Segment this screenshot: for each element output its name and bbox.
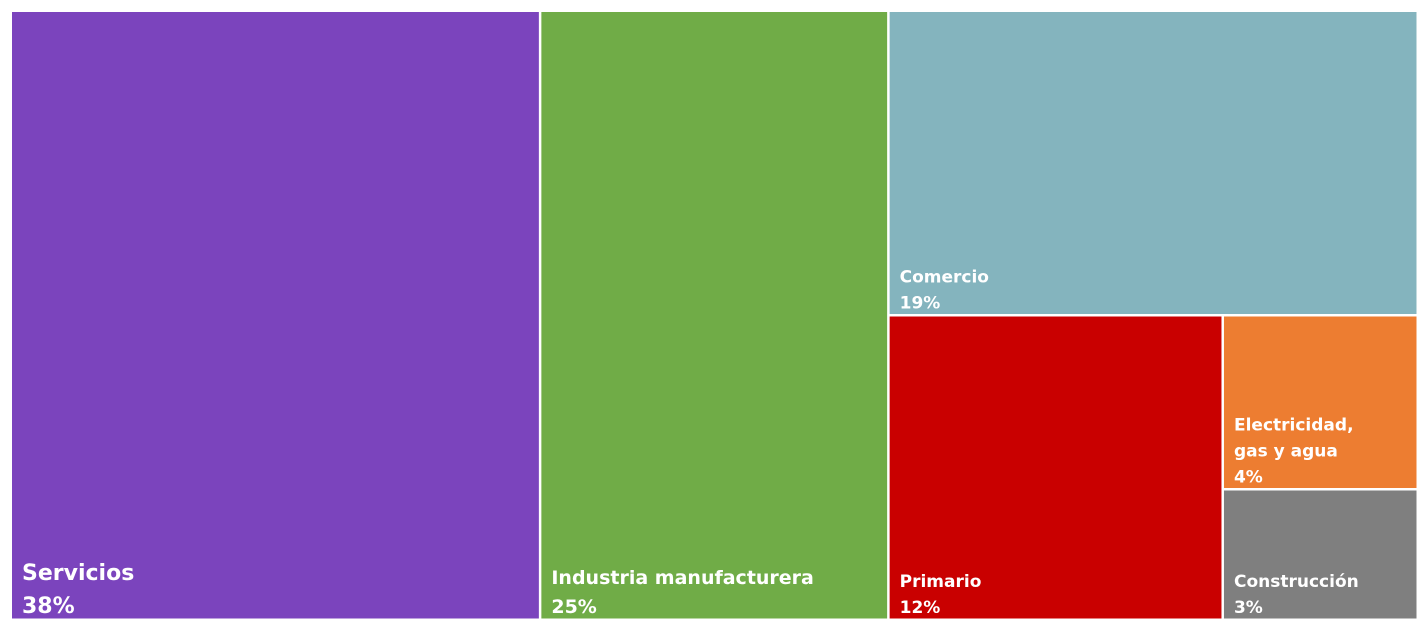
tile-electricidad-gas-y-agua: Electricidad, gas y agua 4%	[1223, 316, 1417, 488]
tile-name-label: Comercio	[900, 268, 989, 288]
tile-value-label: 38%	[22, 594, 75, 619]
tile-primario: Primario 12%	[889, 316, 1222, 619]
tile-name-label: Construcción	[1234, 572, 1359, 592]
tile-construccion: Construcción 3%	[1223, 490, 1417, 619]
tile-name-label: Industria manufacturera	[551, 567, 814, 589]
tile-rect	[1223, 316, 1417, 488]
tile-name-label: Electricidad,	[1234, 416, 1354, 436]
tile-value-label: 19%	[900, 294, 941, 314]
tile-name-label: gas y agua	[1234, 442, 1338, 462]
tile-rect	[12, 12, 539, 619]
tile-rect	[889, 12, 1417, 314]
tile-value-label: 3%	[1234, 598, 1263, 618]
tile-value-label: 25%	[551, 596, 596, 618]
tile-servicios: Servicios 38%	[12, 12, 539, 619]
tile-rect	[1223, 490, 1417, 619]
tile-industria-manufacturera: Industria manufacturera 25%	[541, 12, 888, 619]
tile-value-label: 12%	[900, 598, 941, 618]
tile-rect	[541, 12, 888, 619]
tile-rect	[889, 316, 1222, 619]
tile-comercio: Comercio 19%	[889, 12, 1417, 314]
tile-name-label: Servicios	[22, 561, 134, 586]
tile-name-label: Primario	[900, 572, 982, 592]
tile-value-label: 4%	[1234, 468, 1263, 488]
